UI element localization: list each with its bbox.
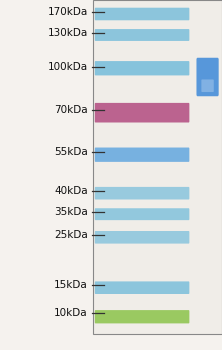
Text: 70kDa: 70kDa — [54, 105, 88, 115]
FancyBboxPatch shape — [95, 61, 189, 75]
Text: 170kDa: 170kDa — [48, 7, 88, 17]
FancyBboxPatch shape — [201, 79, 214, 92]
Text: 15kDa: 15kDa — [54, 280, 88, 290]
FancyBboxPatch shape — [95, 8, 189, 20]
Text: 40kDa: 40kDa — [54, 186, 88, 196]
Text: 55kDa: 55kDa — [54, 147, 88, 157]
Text: 10kDa: 10kDa — [54, 308, 88, 318]
FancyBboxPatch shape — [95, 103, 189, 122]
FancyBboxPatch shape — [95, 231, 189, 244]
Bar — [93, 0, 222, 334]
FancyBboxPatch shape — [95, 29, 189, 41]
Text: 35kDa: 35kDa — [54, 207, 88, 217]
FancyBboxPatch shape — [95, 187, 189, 199]
FancyBboxPatch shape — [95, 281, 189, 294]
FancyBboxPatch shape — [196, 58, 219, 96]
Text: 100kDa: 100kDa — [48, 62, 88, 71]
Text: 25kDa: 25kDa — [54, 230, 88, 239]
FancyBboxPatch shape — [95, 310, 189, 323]
FancyBboxPatch shape — [95, 208, 189, 220]
Text: 130kDa: 130kDa — [48, 28, 88, 38]
FancyBboxPatch shape — [95, 147, 189, 162]
